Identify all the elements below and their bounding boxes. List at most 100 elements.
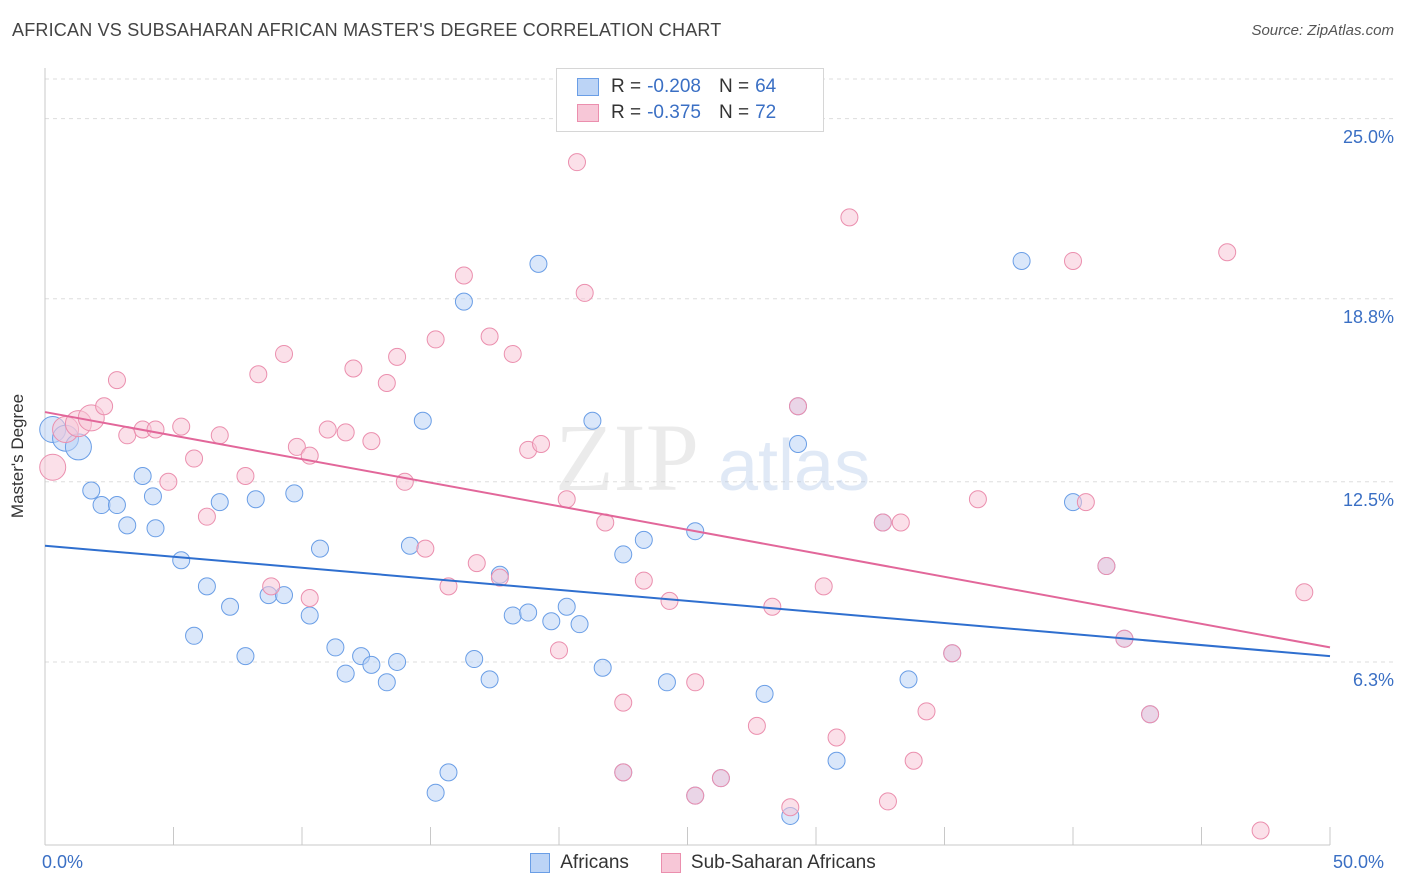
y-tick-label-1: 12.5% bbox=[1342, 489, 1394, 510]
subsaharan-point-70 bbox=[789, 397, 808, 416]
y-tick-label-3: 25.0% bbox=[1342, 126, 1394, 147]
legend-n-label: N = bbox=[718, 102, 750, 123]
subsaharan-point-31 bbox=[454, 266, 473, 285]
africans-point-30 bbox=[426, 783, 445, 802]
subsaharan-point-10 bbox=[172, 417, 191, 436]
y-axis-label: Master's Degree bbox=[8, 393, 27, 519]
subsaharan-point-60 bbox=[1076, 493, 1095, 512]
subsaharan-point-12 bbox=[197, 507, 216, 526]
subsaharan-point-40 bbox=[567, 153, 586, 172]
subsaharan-point-56 bbox=[917, 702, 936, 721]
africans-point-37 bbox=[519, 603, 538, 622]
subsaharan-trend-line bbox=[44, 411, 1331, 649]
subsaharan-point-67 bbox=[614, 763, 633, 782]
africans-point-43 bbox=[593, 658, 612, 677]
subsaharan-point-58 bbox=[968, 490, 987, 509]
source-label: Source: ZipAtlas.com bbox=[1251, 22, 1394, 39]
subsaharan-point-21 bbox=[318, 420, 337, 439]
legend-r-value-africans: -0.208 bbox=[647, 76, 701, 97]
africans-point-26 bbox=[377, 673, 396, 692]
subsaharan-point-45 bbox=[660, 591, 679, 610]
grid-lines bbox=[45, 78, 1395, 663]
legend-n-value-subsaharan: 72 bbox=[755, 102, 777, 123]
subsaharan-point-15 bbox=[249, 365, 268, 384]
y-tick-label-0: 6.3% bbox=[1352, 669, 1394, 690]
subsaharan-point-32 bbox=[467, 554, 486, 573]
africans-point-27 bbox=[388, 652, 407, 671]
africans-point-40 bbox=[557, 597, 576, 616]
subsaharan-point-18 bbox=[287, 437, 306, 456]
subsaharan-point-22 bbox=[336, 423, 355, 442]
subsaharan-point-14 bbox=[236, 466, 255, 485]
africans-point-39 bbox=[542, 612, 561, 631]
legend-r-label: R = bbox=[611, 102, 642, 123]
subsaharan-point-54 bbox=[891, 513, 910, 532]
africans-point-44 bbox=[614, 545, 633, 564]
africans-point-10 bbox=[172, 551, 191, 570]
africans-point-13 bbox=[210, 493, 229, 512]
legend-r-label: R = bbox=[611, 76, 642, 97]
series-legend-subsaharan[interactable]: Sub-Saharan Africans bbox=[660, 852, 876, 874]
subsaharan-point-51 bbox=[827, 728, 846, 747]
subsaharan-point-44 bbox=[634, 571, 653, 590]
subsaharan-point-4 bbox=[95, 397, 114, 416]
subsaharan-point-57 bbox=[943, 644, 962, 663]
series-label-subsaharan: Sub-Saharan Africans bbox=[690, 852, 876, 873]
subsaharan-point-53 bbox=[878, 792, 897, 811]
subsaharan-point-55 bbox=[904, 751, 923, 770]
subsaharan-point-41 bbox=[575, 283, 594, 302]
subsaharan-point-59 bbox=[1064, 251, 1082, 270]
watermark-zip: ZIP bbox=[555, 404, 699, 511]
y-tick-label-2: 18.8% bbox=[1342, 306, 1394, 327]
africans-point-51 bbox=[827, 751, 846, 770]
africans-point-50 bbox=[789, 435, 808, 454]
trend-lines bbox=[44, 411, 1331, 658]
africans-point-15 bbox=[236, 647, 255, 666]
subsaharan-point-8 bbox=[146, 420, 165, 439]
subsaharan-point-28 bbox=[416, 539, 435, 558]
legend-n-value-africans: 64 bbox=[755, 76, 777, 97]
subsaharan-point-33 bbox=[480, 327, 499, 346]
africans-point-25 bbox=[362, 655, 381, 674]
subsaharan-point-50 bbox=[814, 577, 833, 596]
subsaharan-point-38 bbox=[550, 641, 568, 660]
subsaharan-point-69 bbox=[711, 769, 730, 788]
subsaharan-point-30 bbox=[439, 577, 458, 596]
subsaharan-point-46 bbox=[686, 673, 705, 692]
subsaharan-point-49 bbox=[781, 798, 800, 817]
subsaharan-point-39 bbox=[557, 490, 576, 509]
africans-point-9 bbox=[146, 519, 165, 538]
subsaharan-point-9 bbox=[159, 472, 178, 491]
subsaharan-point-71 bbox=[873, 513, 892, 532]
africans-point-14 bbox=[221, 597, 240, 616]
africans-point-53 bbox=[899, 670, 918, 689]
africans-point-55 bbox=[1012, 251, 1031, 270]
legend-row-subsaharan: R = -0.375 N = 72 bbox=[577, 101, 776, 125]
subsaharan-point-65 bbox=[1251, 821, 1270, 840]
legend-row-africans: R = -0.208 N = 64 bbox=[577, 75, 776, 99]
legend-swatch-africans bbox=[577, 78, 599, 96]
africans-point-46 bbox=[657, 673, 676, 692]
subsaharan-point-52 bbox=[840, 208, 859, 227]
subsaharan-point-66 bbox=[1295, 583, 1314, 602]
subsaharan-point-37 bbox=[532, 435, 551, 454]
subsaharan-point-29 bbox=[426, 330, 445, 349]
subsaharan-point-23 bbox=[344, 359, 363, 378]
subsaharan-point-11 bbox=[185, 449, 204, 468]
series-legend-africans[interactable]: Africans bbox=[530, 852, 629, 874]
africans-point-38 bbox=[529, 254, 548, 273]
watermark: ZIP atlas bbox=[555, 404, 870, 511]
africans-point-29 bbox=[413, 411, 432, 430]
subsaharan-point-61 bbox=[1097, 557, 1116, 576]
subsaharan-point-6 bbox=[118, 426, 137, 445]
subsaharan-point-43 bbox=[614, 693, 633, 712]
africans-point-45 bbox=[634, 530, 653, 549]
africans-point-33 bbox=[465, 650, 484, 669]
africans-point-12 bbox=[197, 577, 216, 596]
subsaharan-point-5 bbox=[107, 371, 126, 390]
subsaharan-point-17 bbox=[275, 344, 294, 363]
africans-point-22 bbox=[326, 638, 345, 657]
chart-title: AFRICAN VS SUBSAHARAN AFRICAN MASTER'S D… bbox=[12, 20, 722, 40]
subsaharan-point-27 bbox=[395, 472, 414, 491]
